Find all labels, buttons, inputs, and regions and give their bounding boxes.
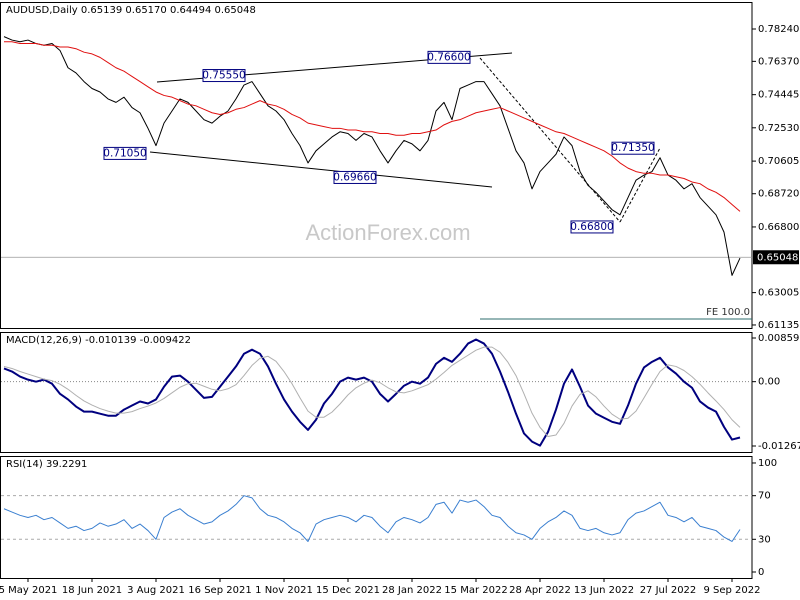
y-tick-label: 0.61135 bbox=[758, 320, 799, 331]
lower-trend-line bbox=[149, 151, 493, 188]
y-tick-label: 0.63005 bbox=[758, 288, 799, 299]
panel-frame bbox=[0, 2, 753, 329]
price-annotation-box bbox=[103, 146, 147, 160]
series-line bbox=[4, 41, 741, 212]
x-tick-label: 13 Jun 2022 bbox=[574, 585, 634, 596]
y-tick-label: -0.01267 bbox=[758, 441, 800, 452]
price-annotation-box bbox=[570, 220, 614, 234]
watermark: ActionForex.com bbox=[305, 220, 470, 245]
x-tick-label: 9 Sep 2022 bbox=[703, 585, 760, 596]
x-tick-label: 16 Sep 2021 bbox=[188, 585, 251, 596]
current-price-tag bbox=[753, 250, 799, 265]
panel-frame bbox=[0, 332, 753, 453]
series-line bbox=[3, 495, 741, 542]
price-annotation-label: 0.66800 bbox=[570, 221, 613, 233]
y-tick-label: 0 bbox=[758, 567, 764, 578]
fe-label: FE 100.0 bbox=[706, 307, 750, 318]
price-annotation-box bbox=[333, 170, 377, 184]
panel-frame bbox=[0, 456, 753, 579]
y-tick-label: 0.76370 bbox=[758, 56, 799, 67]
price-annotation-label: 0.75550 bbox=[202, 70, 245, 82]
y-tick-label: 30 bbox=[758, 534, 771, 545]
x-tick-label: 28 Jan 2022 bbox=[382, 585, 442, 596]
x-tick-label: 27 Jul 2022 bbox=[640, 585, 697, 596]
series-line bbox=[3, 338, 741, 447]
x-tick-label: 5 May 2021 bbox=[0, 585, 57, 596]
y-tick-label: 70 bbox=[758, 491, 771, 502]
panel-title: RSI(14) 39.2291 bbox=[6, 459, 87, 470]
price-annotation-label: 0.69660 bbox=[333, 171, 376, 183]
panel-title: MACD(12,26,9) -0.010139 -0.009422 bbox=[6, 335, 191, 346]
y-tick-label: 0.72530 bbox=[758, 123, 799, 134]
price-annotation-label: 0.76600 bbox=[427, 51, 470, 63]
y-tick-label: 0.008596 bbox=[758, 333, 800, 344]
y-tick-label: 0.00 bbox=[758, 377, 780, 388]
x-tick-label: 28 Apr 2022 bbox=[509, 585, 571, 596]
y-tick-label: 0.66800 bbox=[758, 222, 799, 233]
series-line bbox=[3, 346, 741, 438]
price-annotation-label: 0.71050 bbox=[103, 147, 146, 159]
x-tick-label: 1 Nov 2021 bbox=[255, 585, 313, 596]
current-price-label: 0.65048 bbox=[757, 252, 798, 263]
y-tick-label: 100 bbox=[758, 458, 777, 469]
panel-title: AUDUSD,Daily 0.65139 0.65170 0.64494 0.6… bbox=[6, 5, 256, 16]
projection-line bbox=[619, 147, 661, 223]
price-annotation-box bbox=[611, 141, 655, 155]
projection-line bbox=[479, 57, 621, 223]
x-tick-label: 15 Dec 2021 bbox=[316, 585, 380, 596]
series-line bbox=[3, 36, 741, 276]
y-tick-label: 0.78240 bbox=[758, 24, 799, 35]
price-annotation-label: 0.71350 bbox=[611, 142, 654, 154]
y-tick-label: 0.68720 bbox=[758, 189, 799, 200]
price-annotation-box bbox=[202, 69, 246, 83]
x-tick-label: 15 Mar 2022 bbox=[444, 585, 507, 596]
price-annotation-box bbox=[427, 50, 471, 64]
x-tick-label: 18 Jun 2021 bbox=[62, 585, 122, 596]
x-tick-label: 3 Aug 2021 bbox=[127, 585, 185, 596]
y-tick-label: 0.74445 bbox=[758, 90, 799, 101]
y-tick-label: 0.70605 bbox=[758, 156, 799, 167]
